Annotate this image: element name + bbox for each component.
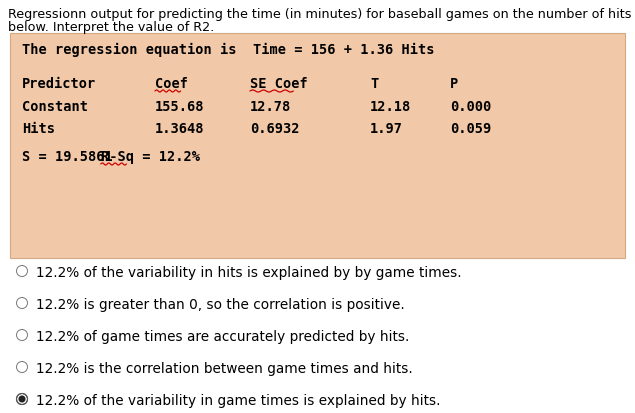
- Text: 12.78: 12.78: [250, 100, 291, 114]
- Text: below. Interpret the value of R2.: below. Interpret the value of R2.: [8, 21, 214, 34]
- Text: Coef: Coef: [155, 77, 188, 91]
- Text: 12.18: 12.18: [370, 100, 411, 114]
- Text: 1.97: 1.97: [370, 122, 403, 136]
- Text: 12.2% is the correlation between game times and hits.: 12.2% is the correlation between game ti…: [36, 362, 412, 376]
- Text: R-Sq = 12.2%: R-Sq = 12.2%: [101, 150, 200, 164]
- Text: S = 19.5861: S = 19.5861: [22, 150, 113, 164]
- Text: 12.2% of the variability in hits is explained by by game times.: 12.2% of the variability in hits is expl…: [36, 266, 461, 280]
- Text: 0.059: 0.059: [450, 122, 491, 136]
- Text: The regression equation is  Time = 156 + 1.36 Hits: The regression equation is Time = 156 + …: [22, 43, 434, 57]
- Text: 0.000: 0.000: [450, 100, 491, 114]
- Text: Constant: Constant: [22, 100, 88, 114]
- Text: 155.68: 155.68: [155, 100, 204, 114]
- Text: SE Coef: SE Coef: [250, 77, 308, 91]
- Text: 12.2% of the variability in game times is explained by hits.: 12.2% of the variability in game times i…: [36, 394, 440, 408]
- Text: Hits: Hits: [22, 122, 55, 136]
- Text: 0.6932: 0.6932: [250, 122, 300, 136]
- Text: T: T: [370, 77, 378, 91]
- Text: Regressionn output for predicting the time (in minutes) for baseball games on th: Regressionn output for predicting the ti…: [8, 8, 635, 21]
- Circle shape: [19, 396, 25, 402]
- Text: P: P: [450, 77, 458, 91]
- Text: 12.2% of game times are accurately predicted by hits.: 12.2% of game times are accurately predi…: [36, 330, 409, 344]
- Text: 12.2% is greater than 0, so the correlation is positive.: 12.2% is greater than 0, so the correlat…: [36, 298, 404, 312]
- Text: 1.3648: 1.3648: [155, 122, 204, 136]
- Text: Predictor: Predictor: [22, 77, 97, 91]
- FancyBboxPatch shape: [10, 33, 625, 258]
- Circle shape: [17, 394, 27, 404]
